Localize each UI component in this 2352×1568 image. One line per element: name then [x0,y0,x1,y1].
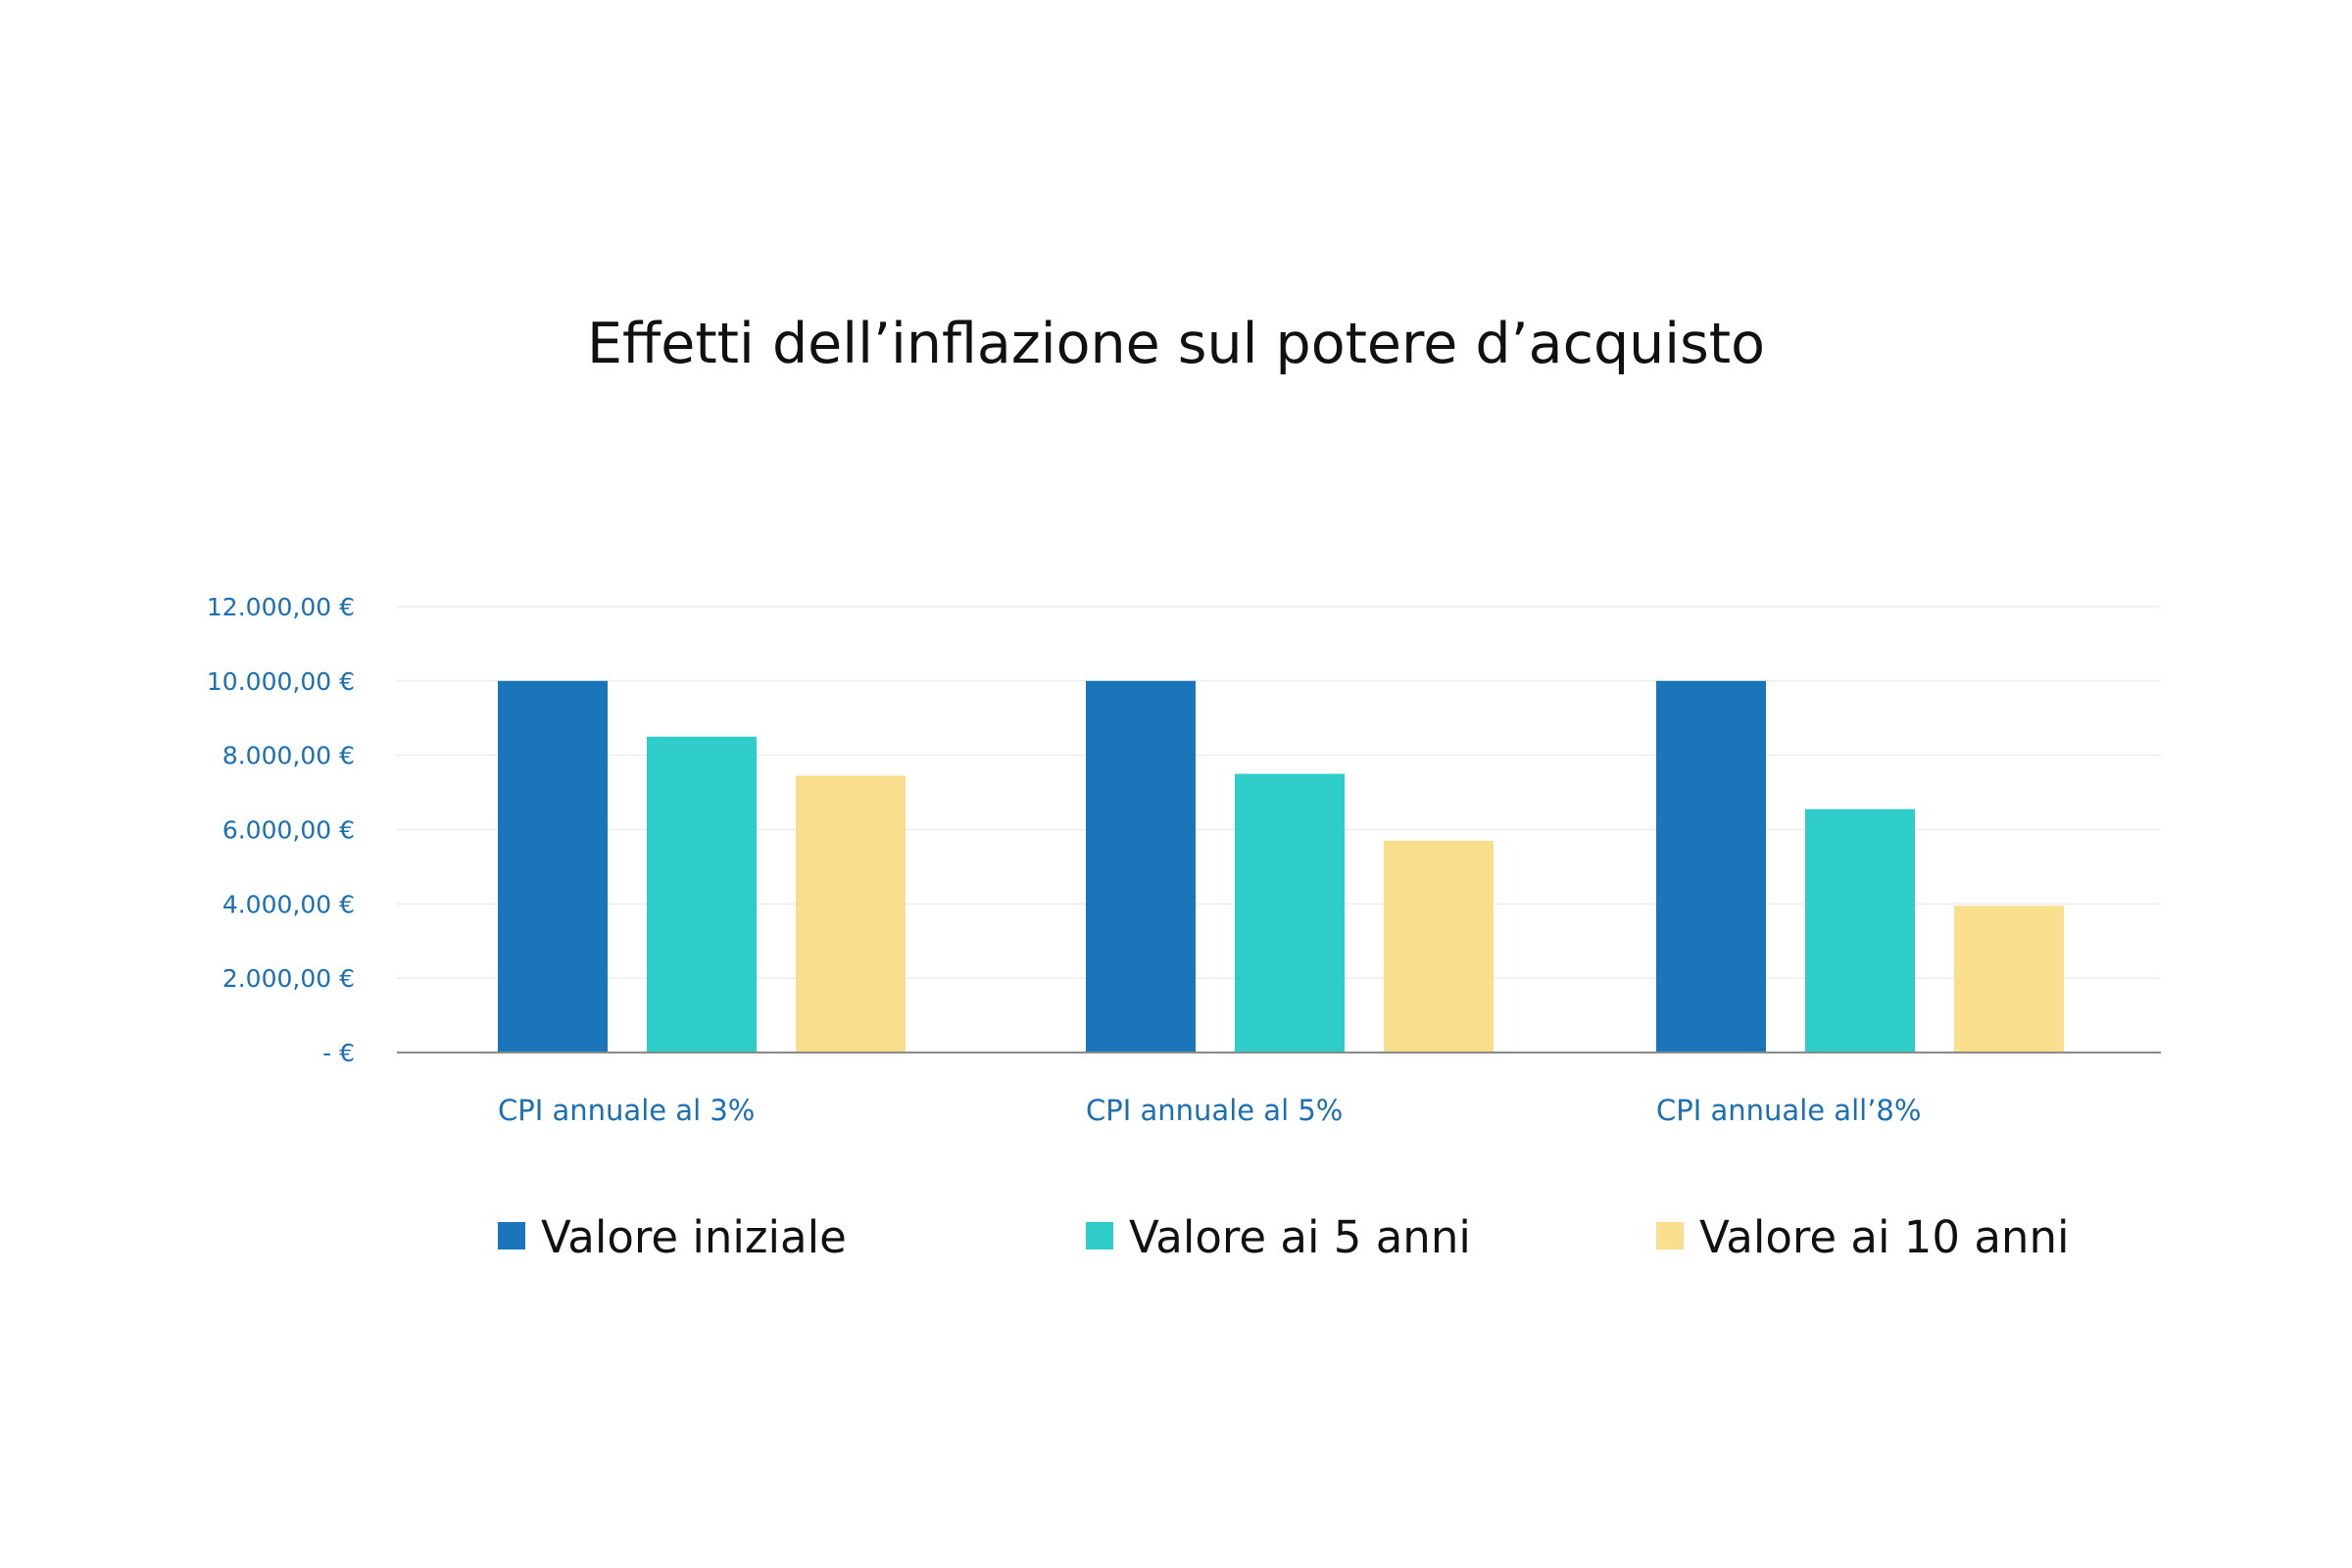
bar [796,775,906,1053]
bar [1235,773,1345,1053]
legend-swatch [498,1222,525,1250]
legend-label: Valore ai 5 anni [1129,1211,1471,1263]
bar [498,680,608,1053]
bar [1384,840,1494,1053]
bar [1656,680,1766,1053]
bar [1086,680,1196,1053]
y-tick-label: 10.000,00 € [207,667,355,696]
y-tick-label: 2.000,00 € [222,964,355,993]
bars [498,680,2064,1053]
x-category-label: CPI annuale al 5% [1086,1094,1343,1127]
y-tick-label: 8.000,00 € [222,742,355,770]
x-category-label: CPI annuale all’8% [1656,1094,1921,1127]
bar [1954,906,2064,1053]
y-tick-label: 6.000,00 € [222,816,355,845]
legend-label: Valore ai 10 anni [1699,1211,2069,1263]
chart-title: Effetti dell’inflazione sul potere d’acq… [586,312,1766,376]
x-category-label: CPI annuale al 3% [498,1094,755,1127]
legend-swatch [1656,1222,1684,1250]
legend-swatch [1086,1222,1113,1250]
y-tick-label: 12.000,00 € [207,593,355,621]
bar [1805,808,1915,1053]
y-tick-label: - € [322,1039,355,1067]
bar [647,736,757,1053]
y-tick-label: 4.000,00 € [222,890,355,918]
legend: Valore iniziale Valore ai 5 anni Valore ai… [498,1211,2069,1263]
legend-label: Valore iniziale [541,1211,847,1263]
x-axis-categories: CPI annuale al 3% CPI annuale al 5% CPI an… [498,1094,1921,1127]
y-axis-ticks: - € 2.000,00 € 4.000,00 € 6.000,00 € 8.000,0… [207,593,355,1067]
